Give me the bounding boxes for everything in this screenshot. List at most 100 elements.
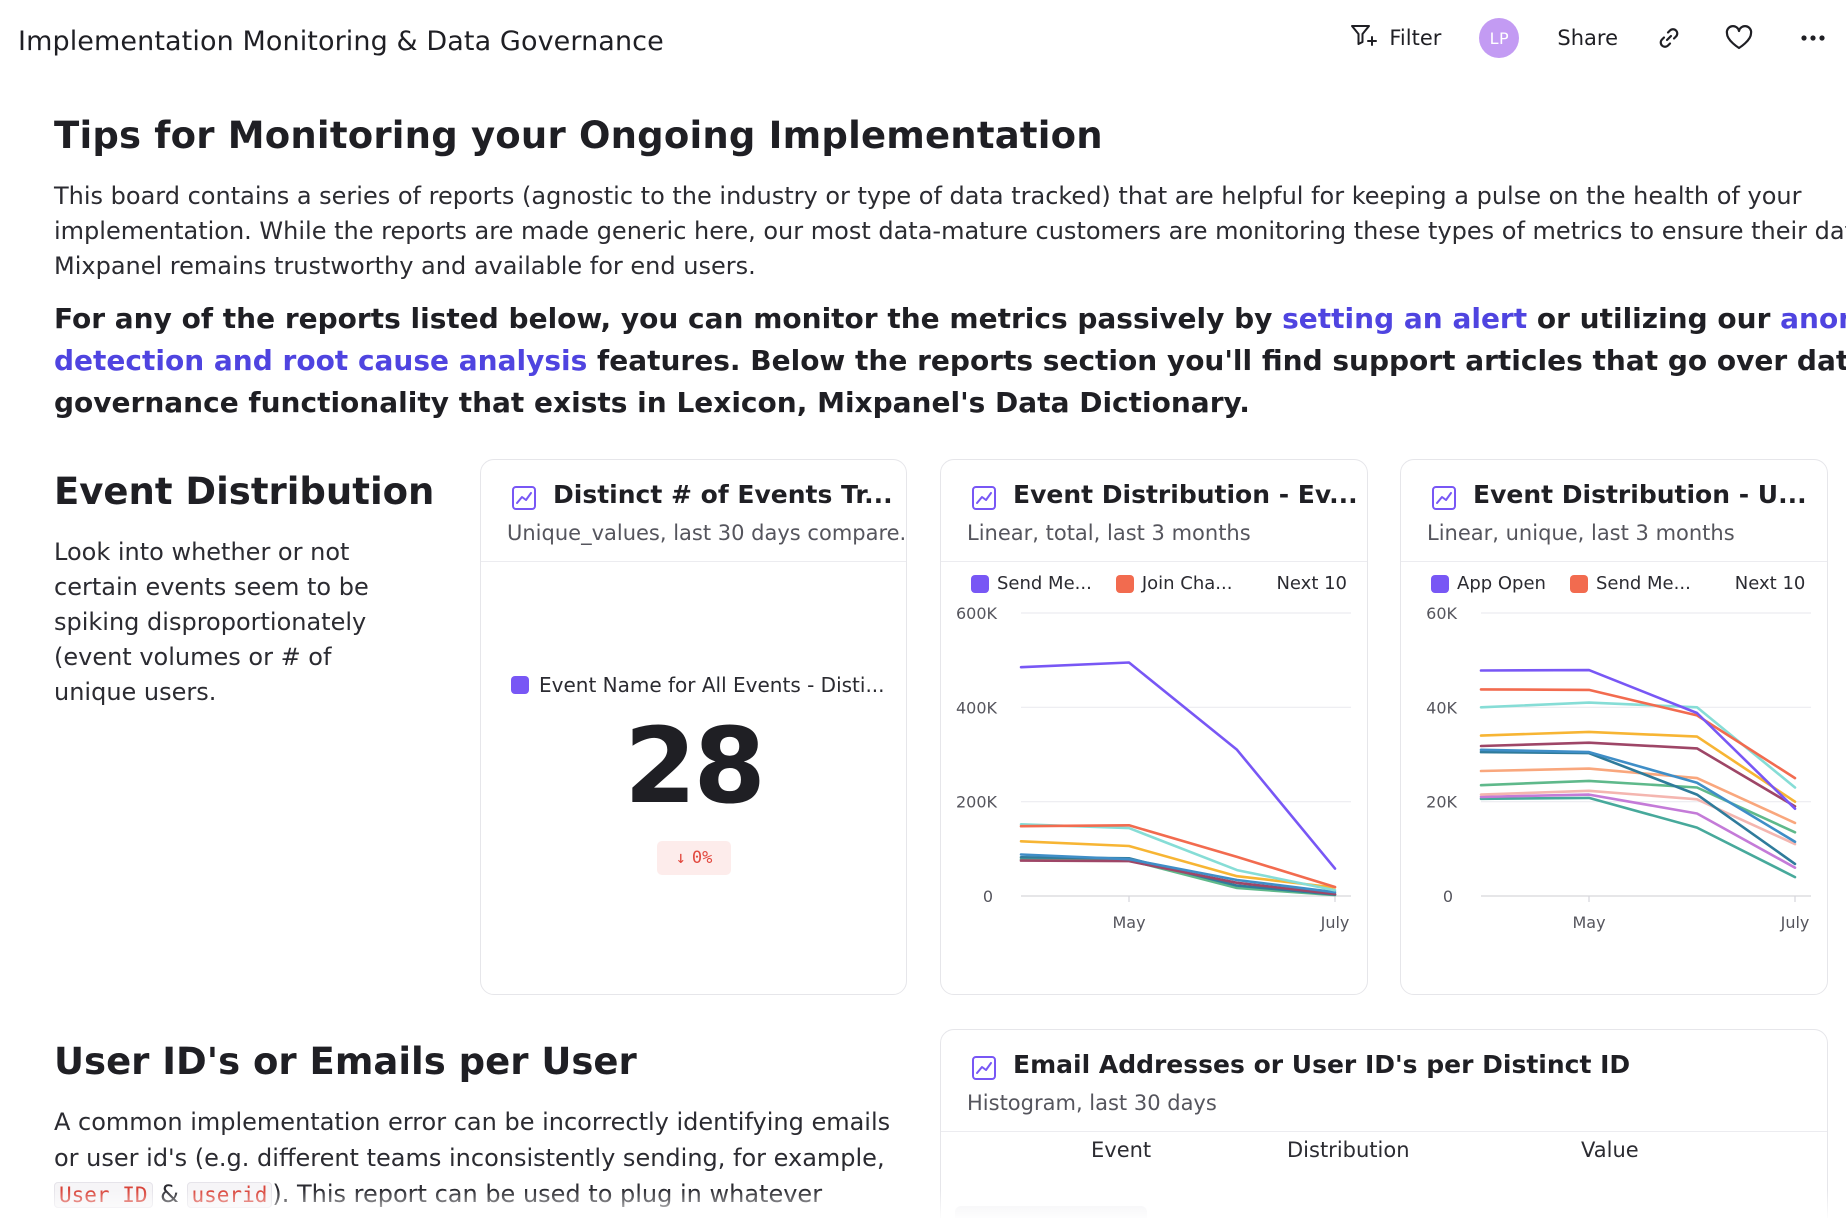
series-line — [1479, 789, 1797, 846]
legend-label: Join Cha... — [1141, 573, 1233, 594]
legend-label: Send Me... — [997, 573, 1092, 594]
y-tick-label: 20K — [1426, 793, 1457, 812]
description-line: certain events seem to be — [54, 573, 369, 601]
card-subtitle: Unique_values, last 30 days compare... — [507, 521, 907, 545]
card-header: Distinct # of Events Tr... Unique_values… — [481, 460, 906, 562]
legend-swatch — [1115, 574, 1134, 593]
legend-label: Event Name for All Events - Disti... — [539, 673, 885, 697]
insights-report-icon — [511, 485, 537, 511]
callout-text: governance functionality that exists in … — [54, 386, 1250, 419]
y-tick-label: 40K — [1426, 698, 1457, 717]
event-distribution-description: Look into whether or not certain events … — [54, 535, 374, 710]
share-button[interactable]: Share — [1557, 26, 1618, 50]
filter-button[interactable]: Filter — [1349, 21, 1441, 56]
legend-swatch — [1569, 574, 1588, 593]
legend-item[interactable]: Send Me... — [971, 573, 1092, 594]
legend-item[interactable]: App Open — [1431, 573, 1546, 594]
callout-text: or utilizing our — [1527, 302, 1781, 335]
user-avatar[interactable]: LP — [1479, 18, 1520, 58]
bottom-fade — [0, 1190, 1846, 1218]
series-line — [1019, 853, 1337, 894]
table-header: Event Distribution Value — [941, 1138, 1827, 1178]
description-line: Look into whether or not — [54, 538, 350, 566]
series-line — [1479, 779, 1797, 834]
more-options-icon[interactable] — [1798, 23, 1828, 53]
metric-delta-badge: ↓ 0% — [657, 841, 731, 875]
board-title: Implementation Monitoring & Data Governa… — [18, 26, 664, 57]
column-header-value[interactable]: Value — [1581, 1138, 1639, 1162]
series-line — [1479, 730, 1797, 803]
tips-callout: For any of the reports listed below, you… — [54, 298, 1846, 424]
x-tick-label: May — [1572, 913, 1605, 932]
line-chart-total: 0 200K 400K 600K May July — [956, 604, 1351, 932]
series-line — [1479, 796, 1797, 879]
series-line — [1479, 741, 1797, 808]
x-tick-label: July — [1320, 913, 1350, 932]
series-line — [1019, 661, 1337, 870]
distinct-events-card[interactable]: Distinct # of Events Tr... Unique_values… — [480, 459, 907, 995]
legend-next-button[interactable]: Next 10 — [1276, 573, 1348, 594]
metric-value: 28 — [624, 705, 766, 827]
description-line: spiking disproportionately — [54, 608, 367, 636]
anomaly-detection-link-cont[interactable]: detection and root cause analysis — [54, 344, 588, 377]
legend-label: Send Me... — [1595, 573, 1691, 594]
column-header-distribution[interactable]: Distribution — [1287, 1138, 1410, 1162]
insights-report-icon — [1431, 485, 1457, 511]
legend-swatch — [511, 676, 529, 694]
column-header-event[interactable]: Event — [1091, 1138, 1152, 1162]
series-line — [1479, 688, 1797, 780]
insights-report-icon — [971, 485, 997, 511]
event-distribution-total-card[interactable]: Event Distribution - Ev... Linear, total… — [940, 459, 1368, 995]
top-bar-actions: Filter LP Share — [1349, 16, 1828, 60]
filter-add-icon — [1349, 21, 1379, 56]
card-title[interactable]: Event Distribution - U... — [1473, 480, 1807, 509]
legend-swatch — [1431, 574, 1449, 593]
legend-item[interactable]: Join Cha... — [1115, 573, 1233, 594]
y-tick-label: 0 — [983, 887, 993, 906]
description-line: (event volumes or # of — [54, 643, 332, 671]
favorite-heart-icon[interactable] — [1724, 23, 1754, 53]
card-title[interactable]: Email Addresses or User ID's per Distinc… — [1013, 1050, 1631, 1079]
y-tick-label: 60K — [1426, 604, 1457, 623]
card-subtitle: Linear, unique, last 3 months — [1427, 521, 1735, 545]
legend-next-button[interactable]: Next 10 — [1734, 573, 1806, 594]
description-line: A common implementation error can be inc… — [54, 1108, 891, 1136]
tips-line: This board contains a series of reports … — [54, 182, 1802, 210]
line-chart-unique: 0 20K 40K 60K May July — [1426, 604, 1811, 932]
card-subtitle: Linear, total, last 3 months — [967, 521, 1251, 545]
card-title[interactable]: Distinct # of Events Tr... — [553, 480, 893, 509]
y-tick-label: 0 — [1443, 887, 1453, 906]
metric-legend: Event Name for All Events - Disti... — [511, 673, 885, 697]
y-tick-label: 200K — [956, 793, 998, 812]
card-title[interactable]: Event Distribution - Ev... — [1013, 480, 1358, 509]
y-tick-label: 600K — [956, 604, 998, 623]
series-line — [1479, 668, 1797, 810]
setting-an-alert-link[interactable]: setting an alert — [1282, 302, 1528, 335]
series-line — [1019, 840, 1337, 889]
legend-label: App Open — [1457, 573, 1546, 594]
user-ids-heading: User ID's or Emails per User — [54, 1040, 637, 1083]
y-tick-label: 400K — [956, 698, 998, 717]
arrow-down-icon: ↓ — [675, 848, 686, 868]
card-subtitle: Histogram, last 30 days — [967, 1091, 1217, 1115]
legend-item[interactable]: Send Me... — [1569, 573, 1691, 594]
card-header: Email Addresses or User ID's per Distinc… — [941, 1030, 1827, 1132]
tips-line: Mixpanel remains trustworthy and availab… — [54, 252, 756, 280]
event-distribution-unique-card[interactable]: Event Distribution - U... Linear, unique… — [1400, 459, 1828, 995]
series-line — [1479, 748, 1797, 844]
x-tick-label: May — [1112, 913, 1145, 932]
copy-link-icon[interactable] — [1654, 23, 1684, 53]
legend-swatch — [971, 574, 989, 593]
description-line: or user id's (e.g. different teams incon… — [54, 1144, 885, 1172]
tips-description: This board contains a series of reports … — [54, 179, 1846, 284]
chart-legend: App Open Send Me... Next 10 — [1431, 573, 1805, 594]
x-tick-label: July — [1780, 913, 1810, 932]
tips-heading: Tips for Monitoring your Ongoing Impleme… — [54, 114, 1103, 157]
event-distribution-heading: Event Distribution — [54, 470, 435, 513]
anomaly-detection-link[interactable]: anomaly — [1780, 302, 1846, 335]
series-line — [1479, 793, 1797, 870]
card-header: Event Distribution - U... Linear, unique… — [1401, 460, 1827, 562]
insights-report-icon — [971, 1055, 997, 1081]
callout-text: features. Below the reports section you'… — [587, 344, 1846, 377]
description-line: unique users. — [54, 678, 217, 706]
